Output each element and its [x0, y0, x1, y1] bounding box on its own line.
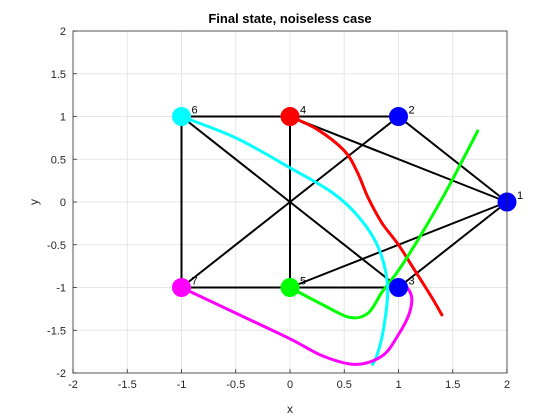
edges: [180, 115, 508, 289]
node-3: [389, 278, 408, 297]
node-6: [172, 107, 191, 126]
y-tick-label: -0.5: [47, 240, 66, 252]
node-label-4: 4: [300, 105, 306, 117]
x-axis-label: x: [287, 402, 293, 416]
trajectory-4: [180, 279, 414, 366]
y-tick-label: 0: [60, 197, 66, 209]
node-label-5: 5: [300, 276, 306, 288]
nodes: [172, 107, 517, 297]
x-tick-label: 2: [504, 379, 510, 391]
x-tick-label: -0.5: [226, 379, 245, 391]
x-tick-label: 0.5: [337, 379, 352, 391]
y-tick-label: 2: [60, 26, 66, 38]
x-tick-label: 0: [287, 379, 293, 391]
y-axis-label: y: [27, 199, 41, 205]
y-tick-label: -1.5: [47, 325, 66, 337]
x-ticks: -2 -1.5 -1 -0.5 0 0.5 1 1.5 2: [68, 369, 510, 391]
x-tick-label: -1.5: [118, 379, 137, 391]
x-tick-label: 1.5: [445, 379, 460, 391]
y-tick-label: -1: [56, 283, 66, 295]
node-label-1: 1: [517, 190, 523, 202]
node-5: [280, 278, 300, 297]
node-label-7: 7: [192, 276, 198, 288]
node-2: [389, 107, 408, 126]
y-tick-label: 0.5: [51, 154, 66, 166]
y-tick-label: 1.5: [51, 69, 66, 81]
trajectory-3: [180, 115, 390, 366]
node-4: [280, 107, 300, 126]
edge-2-1: [397, 115, 508, 203]
x-tick-label: 1: [395, 379, 401, 391]
edge-4-1: [289, 115, 508, 203]
node-label-2: 2: [409, 105, 415, 117]
trajectories: [180, 115, 480, 366]
trajectory-1: [288, 115, 444, 317]
edge-7-2: [180, 115, 400, 289]
node-labels: 1 2 3 4 5 6 7: [192, 105, 524, 288]
node-7: [172, 278, 191, 297]
y-tick-label: 1: [60, 112, 66, 124]
x-tick-label: -2: [68, 379, 78, 391]
x-tick-label: -1: [177, 379, 187, 391]
y-tick-label: -2: [56, 368, 66, 380]
y-ticks: -2 -1.5 -1 -0.5 0 0.5 1 1.5 2: [47, 26, 77, 380]
chart-title: Final state, noiseless case: [208, 11, 371, 26]
node-label-6: 6: [192, 105, 198, 117]
node-label-3: 3: [409, 276, 415, 288]
trajectory-2: [288, 129, 480, 320]
